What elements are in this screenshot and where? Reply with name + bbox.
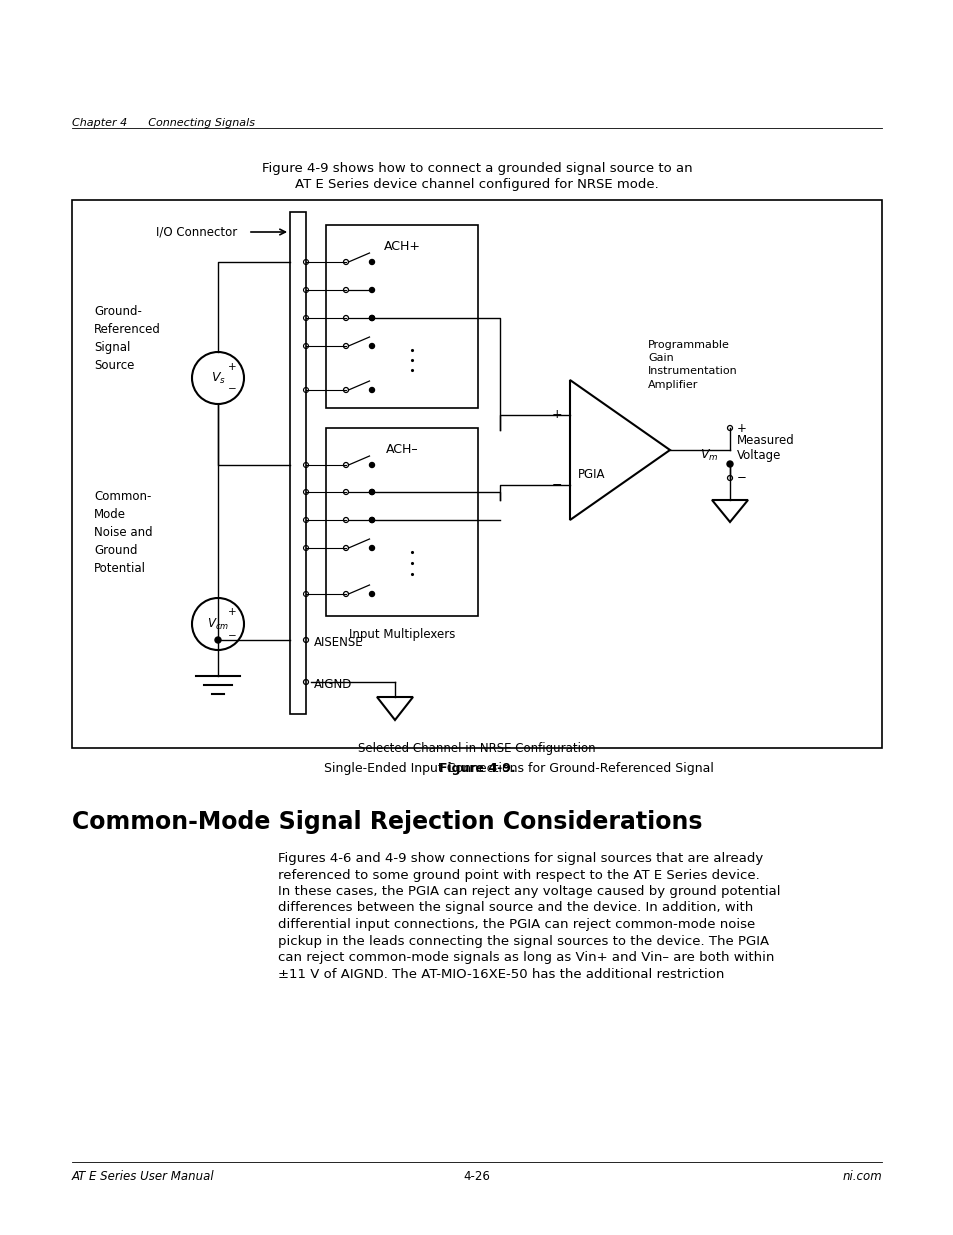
Text: Figure 4-9 shows how to connect a grounded signal source to an: Figure 4-9 shows how to connect a ground… xyxy=(261,162,692,175)
Text: ni.com: ni.com xyxy=(841,1170,882,1183)
Text: AISENSE: AISENSE xyxy=(314,636,363,650)
Circle shape xyxy=(369,462,375,468)
Text: Selected Channel in NRSE Configuration: Selected Channel in NRSE Configuration xyxy=(357,742,596,755)
Text: referenced to some ground point with respect to the AT E Series device.: referenced to some ground point with res… xyxy=(277,868,759,882)
Text: AT E Series User Manual: AT E Series User Manual xyxy=(71,1170,214,1183)
Text: Voltage: Voltage xyxy=(737,448,781,462)
Text: ACH+: ACH+ xyxy=(383,240,420,253)
Circle shape xyxy=(369,315,375,321)
Text: Input Multiplexers: Input Multiplexers xyxy=(349,629,455,641)
Circle shape xyxy=(214,637,221,643)
Bar xyxy=(290,212,306,714)
Circle shape xyxy=(369,288,375,293)
Circle shape xyxy=(369,388,375,393)
Text: Chapter 4      Connecting Signals: Chapter 4 Connecting Signals xyxy=(71,119,254,128)
Circle shape xyxy=(369,517,375,522)
Text: Single-Ended Input Connections for Ground-Referenced Signal: Single-Ended Input Connections for Groun… xyxy=(315,762,713,776)
Text: −: − xyxy=(228,631,236,641)
Text: differences between the signal source and the device. In addition, with: differences between the signal source an… xyxy=(277,902,753,914)
Bar xyxy=(71,200,882,748)
Circle shape xyxy=(369,592,375,597)
Text: AIGND: AIGND xyxy=(314,678,352,692)
Text: +: + xyxy=(228,362,236,372)
Text: −: − xyxy=(551,478,561,492)
Text: +: + xyxy=(551,409,561,421)
Text: ±11 V of AIGND. The AT-MIO-16XE-50 has the additional restriction: ±11 V of AIGND. The AT-MIO-16XE-50 has t… xyxy=(277,967,723,981)
Text: +: + xyxy=(737,421,746,435)
Text: +: + xyxy=(228,606,236,618)
Text: $V_m$: $V_m$ xyxy=(700,447,718,463)
Text: Measured: Measured xyxy=(737,433,794,447)
Text: −: − xyxy=(737,472,746,484)
Text: AT E Series device channel configured for NRSE mode.: AT E Series device channel configured fo… xyxy=(294,178,659,191)
Circle shape xyxy=(369,315,375,321)
Circle shape xyxy=(726,461,732,467)
Text: Programmable
Gain
Instrumentation
Amplifier: Programmable Gain Instrumentation Amplif… xyxy=(647,340,737,389)
Text: can reject common-mode signals as long as Vin+ and Vin– are both within: can reject common-mode signals as long a… xyxy=(277,951,774,965)
Text: Common-Mode Signal Rejection Considerations: Common-Mode Signal Rejection Considerati… xyxy=(71,810,701,834)
Circle shape xyxy=(369,517,375,522)
Text: $V_{cm}$: $V_{cm}$ xyxy=(207,616,229,631)
Circle shape xyxy=(369,546,375,551)
Circle shape xyxy=(369,489,375,494)
Circle shape xyxy=(369,343,375,348)
Text: differential input connections, the PGIA can reject common-mode noise: differential input connections, the PGIA… xyxy=(277,918,755,931)
Text: pickup in the leads connecting the signal sources to the device. The PGIA: pickup in the leads connecting the signa… xyxy=(277,935,768,947)
Circle shape xyxy=(369,489,375,494)
Bar xyxy=(326,429,477,616)
Text: Common-
Mode
Noise and
Ground
Potential: Common- Mode Noise and Ground Potential xyxy=(94,490,152,576)
Text: −: − xyxy=(228,384,236,394)
Text: In these cases, the PGIA can reject any voltage caused by ground potential: In these cases, the PGIA can reject any … xyxy=(277,885,780,898)
Text: 4-26: 4-26 xyxy=(463,1170,490,1183)
Bar xyxy=(326,225,477,408)
Text: $V_s$: $V_s$ xyxy=(211,370,225,385)
Circle shape xyxy=(369,259,375,264)
Text: Figures 4-6 and 4-9 show connections for signal sources that are already: Figures 4-6 and 4-9 show connections for… xyxy=(277,852,762,864)
Text: Figure 4-9.: Figure 4-9. xyxy=(438,762,515,776)
Text: ACH–: ACH– xyxy=(385,443,417,456)
Text: PGIA: PGIA xyxy=(578,468,605,480)
Text: I/O Connector: I/O Connector xyxy=(156,226,237,238)
Text: Ground-
Referenced
Signal
Source: Ground- Referenced Signal Source xyxy=(94,305,161,372)
